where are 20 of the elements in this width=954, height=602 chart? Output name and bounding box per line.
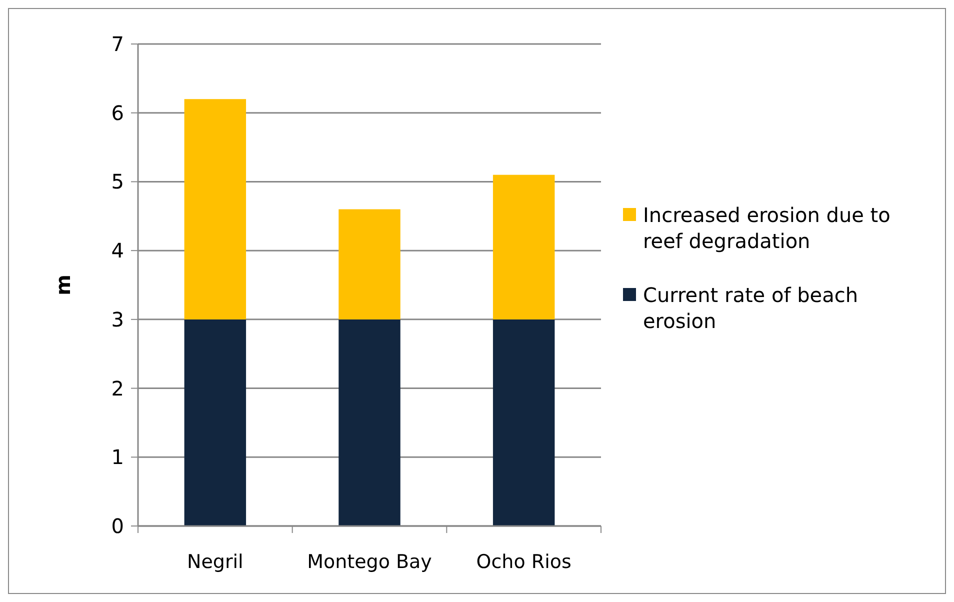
y-tick-label: 0: [111, 514, 124, 538]
bar: [338, 209, 400, 320]
x-tick-label: Negril: [186, 551, 244, 573]
bar: [492, 174, 555, 320]
bar: [184, 319, 246, 526]
y-tick-label: 7: [111, 32, 124, 56]
legend-label: Current rate of beach erosion: [643, 283, 858, 333]
bar: [492, 319, 555, 526]
y-tick-label: 3: [111, 307, 124, 332]
y-tick-label: 5: [111, 170, 124, 194]
y-tick-label: 6: [111, 100, 124, 125]
x-tick-label: Ocho Rios: [476, 551, 572, 573]
x-tick-label: Montego Bay: [307, 551, 432, 573]
y-tick-label: 1: [111, 445, 124, 470]
bar: [184, 99, 246, 320]
y-axis-title: m: [51, 274, 75, 296]
y-tick-label: 4: [111, 238, 124, 263]
bar: [338, 319, 400, 526]
legend-label: Increased erosion due to reef degradation: [643, 203, 890, 253]
y-tick-label: 2: [111, 376, 124, 400]
